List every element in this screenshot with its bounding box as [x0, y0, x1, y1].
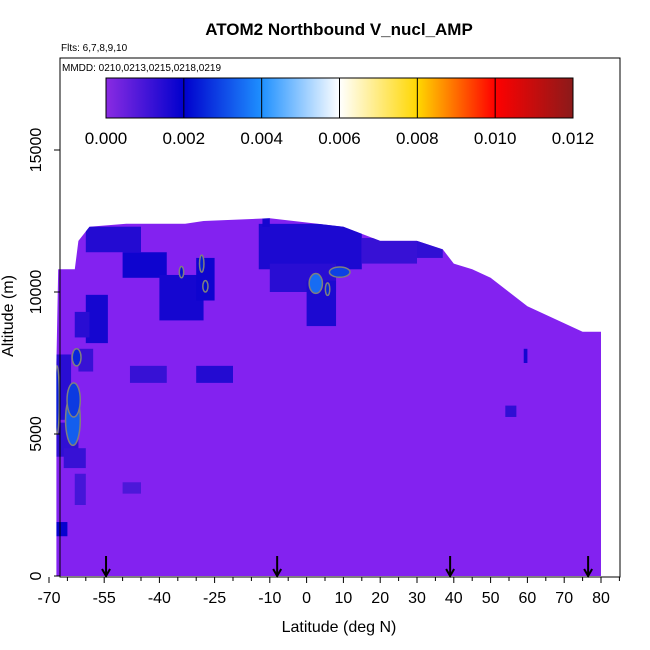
data-cell	[505, 405, 517, 417]
colorbar-tick-label: 0.002	[163, 129, 206, 148]
mmdd-label: MMDD: 0210,0213,0215,0218,0219	[62, 63, 221, 74]
x-axis: -70 -55 -40 -25 -10 0 10 20 30 40 50 60 70 80	[37, 577, 620, 607]
colorbar-tick-label: 0.004	[240, 129, 283, 148]
flights-label: Flts: 6,7,8,9,10	[61, 43, 128, 54]
data-cells	[56, 218, 528, 537]
data-cell	[262, 218, 270, 227]
x-tick-label: -25	[203, 590, 226, 607]
data-cell	[258, 223, 362, 270]
colorbar-tick-label: 0.000	[85, 129, 128, 148]
colorbar-tick-label: 0.006	[318, 129, 361, 148]
arrow-head	[445, 568, 455, 579]
x-tick-label: 10	[335, 590, 353, 607]
x-tick-label: -70	[37, 590, 60, 607]
data-cell	[129, 365, 167, 383]
data-cell	[361, 238, 417, 264]
data-hotspot	[198, 254, 205, 273]
y-tick-label: 5000	[28, 416, 45, 452]
x-axis-label: Latitude (deg N)	[282, 619, 397, 636]
data-hotspot	[66, 382, 82, 418]
y-tick-label: 10000	[28, 270, 45, 315]
x-tick-label: 30	[408, 590, 426, 607]
x-tick-label: 40	[445, 590, 463, 607]
data-hotspot	[71, 348, 82, 367]
data-hotspot	[56, 365, 61, 435]
data-cell	[85, 226, 141, 253]
arrow-head	[583, 568, 593, 579]
data-hotspot	[324, 282, 331, 297]
x-tick-label: 0	[302, 590, 311, 607]
data-hotspot	[328, 266, 351, 278]
data-cell	[417, 240, 443, 258]
data-cell	[63, 448, 86, 469]
data-cell	[74, 311, 90, 338]
colorbar: 0.000 0.002 0.004 0.006 0.008 0.010 0.012	[85, 77, 595, 148]
x-tick-label: -55	[93, 590, 116, 607]
arrow-head	[272, 568, 283, 579]
data-hotspot	[308, 272, 324, 295]
x-tick-label: 80	[592, 590, 610, 607]
x-tick-label: -10	[258, 590, 281, 607]
flight-arrows	[101, 556, 593, 579]
data-cell	[56, 522, 68, 537]
x-tick-label: -40	[148, 590, 171, 607]
data-cell	[85, 294, 108, 344]
y-axis-label: Altitude (m)	[0, 275, 17, 357]
data-cell	[523, 348, 528, 363]
data-cell	[196, 365, 233, 383]
y-axis: 0 5000 10000 15000	[28, 128, 60, 580]
colorbar-tick-label: 0.008	[396, 129, 439, 148]
data-cell	[78, 348, 94, 372]
plot-area	[56, 218, 601, 576]
colorbar-tick-label: 0.012	[552, 129, 595, 148]
x-tick-label: 20	[371, 590, 389, 607]
chart-title: ATOM2 Northbound V_nucl_AMP	[205, 20, 473, 39]
arrow-head	[101, 568, 111, 579]
x-tick-label: 60	[519, 590, 537, 607]
data-hotspot	[202, 279, 209, 293]
data-cell	[74, 473, 86, 505]
colorbar-tick-label: 0.010	[474, 129, 517, 148]
plot-frame	[59, 57, 621, 578]
data-hotspot	[178, 265, 185, 279]
x-tick-label: 70	[555, 590, 573, 607]
y-tick-label: 0	[28, 571, 45, 580]
data-cell	[122, 252, 167, 278]
x-tick-label: 50	[482, 590, 500, 607]
y-tick-label: 15000	[28, 128, 45, 173]
data-cell	[122, 482, 141, 494]
